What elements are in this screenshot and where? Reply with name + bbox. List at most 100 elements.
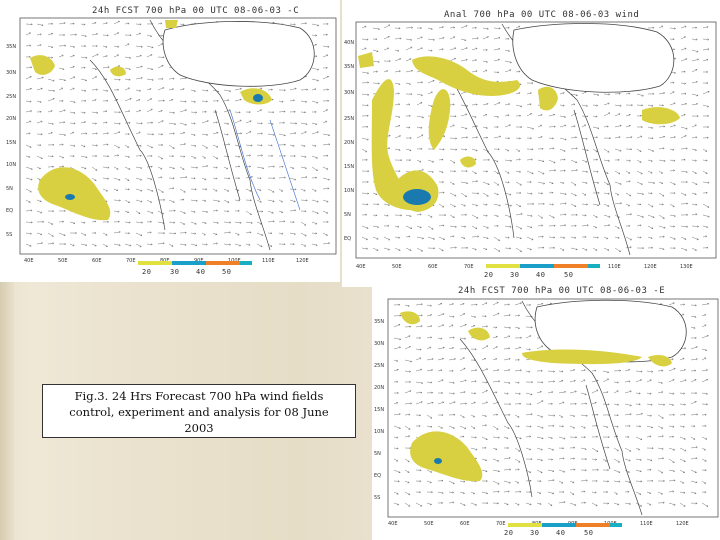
wind-arrow-head bbox=[96, 144, 98, 147]
wind-arrow bbox=[102, 132, 109, 135]
wind-arrow-head bbox=[661, 369, 664, 372]
wind-arrow-head bbox=[597, 181, 600, 184]
svg-text:30N: 30N bbox=[374, 341, 384, 347]
wind-arrow bbox=[624, 413, 632, 416]
wind-arrow-head bbox=[150, 154, 153, 158]
wind-arrow bbox=[102, 66, 110, 69]
wind-arrow bbox=[168, 88, 174, 91]
wind-arrow bbox=[416, 126, 423, 129]
wind-arrow bbox=[311, 131, 319, 135]
wind-arrow bbox=[47, 110, 53, 113]
wind-arrow-head bbox=[707, 302, 710, 305]
wind-arrow bbox=[426, 337, 432, 339]
wind-arrow bbox=[470, 502, 477, 506]
wind-arrow bbox=[514, 447, 521, 452]
svg-text:50E: 50E bbox=[424, 521, 434, 527]
experiment-legend bbox=[508, 523, 622, 527]
wind-arrow-head bbox=[485, 302, 488, 305]
wind-arrow-head bbox=[326, 211, 329, 214]
wind-arrow bbox=[157, 23, 163, 25]
wind-arrow bbox=[25, 166, 33, 170]
wind-arrow bbox=[460, 25, 468, 29]
wind-arrow bbox=[179, 243, 187, 246]
wind-arrow bbox=[460, 59, 468, 62]
wind-arrow-head bbox=[441, 479, 444, 482]
wind-arrow bbox=[514, 502, 520, 506]
wind-arrow-head bbox=[662, 248, 665, 251]
wind-arrow bbox=[481, 345, 489, 350]
wind-arrow-head bbox=[607, 436, 610, 439]
wind-arrow-head bbox=[431, 401, 434, 404]
wind-arrow-head bbox=[584, 436, 586, 439]
wind-arrow-head bbox=[574, 205, 577, 207]
wind-arrow-head bbox=[663, 403, 666, 406]
wind-arrow-head bbox=[475, 227, 478, 230]
wind-arrow-head bbox=[697, 58, 700, 61]
wind-arrow bbox=[256, 133, 263, 135]
wind-arrow-head bbox=[498, 48, 501, 50]
wind-arrow-head bbox=[431, 358, 434, 361]
wind-arrow-head bbox=[216, 242, 218, 245]
wind-arrow bbox=[624, 369, 630, 372]
wind-arrow bbox=[234, 99, 242, 102]
wind-arrow bbox=[80, 23, 86, 25]
experiment-panel-title: 24h FCST 700 hPa 00 UTC 08-06-03 -E bbox=[458, 286, 666, 296]
wind-arrow-head bbox=[429, 503, 433, 506]
wind-arrow bbox=[702, 104, 709, 107]
wind-arrow bbox=[135, 188, 143, 192]
wind-arrow-head bbox=[305, 199, 308, 202]
wind-arrow bbox=[25, 155, 31, 158]
wind-arrow-head bbox=[637, 448, 640, 451]
wind-arrow bbox=[361, 47, 367, 51]
wind-arrow bbox=[437, 369, 443, 372]
wind-arrow-head bbox=[640, 172, 643, 175]
wind-arrow bbox=[36, 210, 43, 214]
wind-arrow-head bbox=[293, 110, 296, 113]
wind-arrow bbox=[394, 115, 400, 118]
wind-arrow bbox=[514, 425, 520, 427]
wind-arrow-head bbox=[673, 214, 676, 217]
wind-arrow-head bbox=[292, 221, 295, 224]
wind-arrow-head bbox=[375, 214, 378, 217]
wind-arrow-head bbox=[517, 481, 520, 484]
wind-arrow-head bbox=[585, 414, 588, 417]
wind-arrow bbox=[311, 243, 318, 246]
wind-arrow bbox=[91, 177, 97, 181]
wind-arrow-head bbox=[607, 204, 610, 207]
wind-arrow-head bbox=[328, 242, 331, 245]
wind-arrow-head bbox=[193, 122, 196, 125]
wind-arrow-head bbox=[161, 77, 164, 80]
wind-arrow bbox=[592, 93, 599, 96]
wind-arrow-head bbox=[171, 244, 174, 247]
wind-arrow bbox=[668, 469, 675, 472]
wind-arrow bbox=[404, 414, 411, 416]
wind-arrow bbox=[614, 136, 621, 139]
wind-arrow bbox=[25, 32, 31, 36]
wind-arrow bbox=[580, 369, 586, 372]
wind-arrow-head bbox=[685, 102, 688, 105]
wind-arrow-head bbox=[628, 171, 631, 174]
wind-arrow-head bbox=[174, 232, 177, 235]
wind-arrow-head bbox=[638, 403, 641, 406]
wind-arrow-head bbox=[151, 68, 154, 71]
wind-arrow bbox=[581, 170, 588, 173]
wind-arrow-head bbox=[51, 155, 54, 158]
wind-arrow-head bbox=[215, 121, 218, 124]
analysis-legend-label-2: 30 bbox=[510, 271, 520, 279]
wind-arrow bbox=[646, 414, 652, 417]
wind-arrow bbox=[680, 247, 688, 251]
wind-arrow-head bbox=[683, 303, 686, 306]
wind-arrow bbox=[691, 236, 699, 240]
wind-arrow bbox=[300, 243, 306, 247]
wind-arrow-head bbox=[594, 369, 597, 372]
wind-arrow bbox=[190, 111, 197, 113]
wind-arrow bbox=[179, 188, 186, 193]
wind-arrow bbox=[256, 210, 264, 212]
wind-arrow bbox=[492, 358, 497, 361]
wind-arrow-head bbox=[607, 480, 610, 483]
wind-arrow bbox=[636, 192, 644, 195]
wind-arrow-head bbox=[294, 132, 297, 135]
wind-arrow-head bbox=[552, 147, 555, 150]
wind-arrow bbox=[691, 93, 699, 96]
wind-arrow-head bbox=[529, 92, 532, 95]
